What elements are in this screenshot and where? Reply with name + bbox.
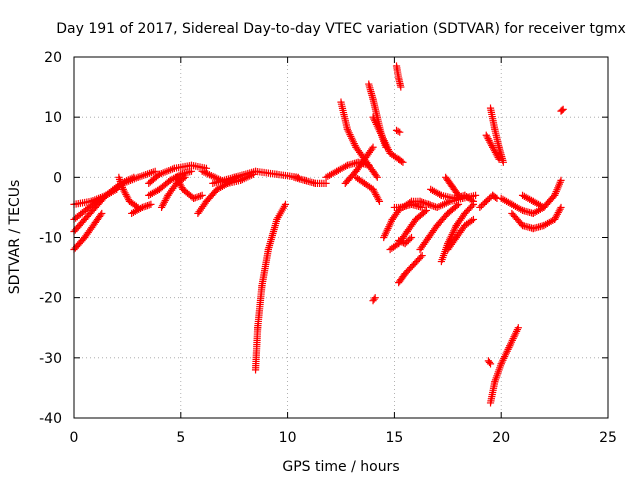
data-point xyxy=(469,215,478,224)
x-tick-label: 0 xyxy=(70,430,79,446)
data-point xyxy=(98,209,106,218)
data-point xyxy=(486,360,495,368)
data-point xyxy=(147,200,155,209)
data-point xyxy=(558,106,566,114)
data-point xyxy=(187,167,196,175)
data-point xyxy=(399,158,407,166)
data-point xyxy=(396,128,404,136)
chart-title: Day 191 of 2017, Sidereal Day-to-day VTE… xyxy=(56,21,626,37)
data-point xyxy=(281,200,290,209)
data-point xyxy=(514,324,522,332)
data-point xyxy=(407,233,416,242)
data-point xyxy=(495,155,503,163)
x-tick-label: 15 xyxy=(385,430,403,446)
y-tick-label: -30 xyxy=(39,351,62,367)
data-point xyxy=(454,191,463,199)
y-tick-label: -20 xyxy=(39,291,62,307)
x-tick-label: 5 xyxy=(176,430,185,446)
data-point xyxy=(181,173,189,181)
data-point xyxy=(418,251,426,260)
y-tick-label: 10 xyxy=(44,110,62,126)
x-tick-label: 20 xyxy=(492,430,510,446)
data-point xyxy=(134,203,142,212)
y-axis-label: SDTVAR / TECUs xyxy=(7,180,23,295)
x-tick-labels: 0 5 10 15 20 25 xyxy=(70,430,617,446)
data-point xyxy=(557,176,565,184)
data-point xyxy=(422,206,431,215)
y-tick-label: 20 xyxy=(44,50,62,66)
data-point xyxy=(369,143,377,151)
data-point xyxy=(469,200,478,209)
data-point xyxy=(202,164,211,172)
data-point xyxy=(198,191,206,199)
data-point xyxy=(373,173,381,181)
data-point xyxy=(151,167,159,175)
x-tick-label: 25 xyxy=(599,430,617,446)
y-tick-label: -40 xyxy=(39,411,62,427)
data-point xyxy=(397,83,405,91)
y-tick-label: 0 xyxy=(53,170,62,186)
axis-ticks xyxy=(73,56,609,419)
x-tick-label: 10 xyxy=(279,430,297,446)
data-point xyxy=(559,105,567,113)
data-point xyxy=(322,179,330,187)
data-point xyxy=(499,158,507,166)
x-axis-label: GPS time / hours xyxy=(282,459,399,475)
data-points xyxy=(70,62,567,407)
data-point xyxy=(471,191,480,199)
data-point xyxy=(375,197,384,205)
y-tick-labels: -40 -30 -20 -10 0 10 20 xyxy=(39,50,62,427)
y-tick-label: -10 xyxy=(39,231,62,247)
data-point xyxy=(557,203,565,212)
grid-lines xyxy=(74,57,608,418)
data-point xyxy=(371,294,379,302)
